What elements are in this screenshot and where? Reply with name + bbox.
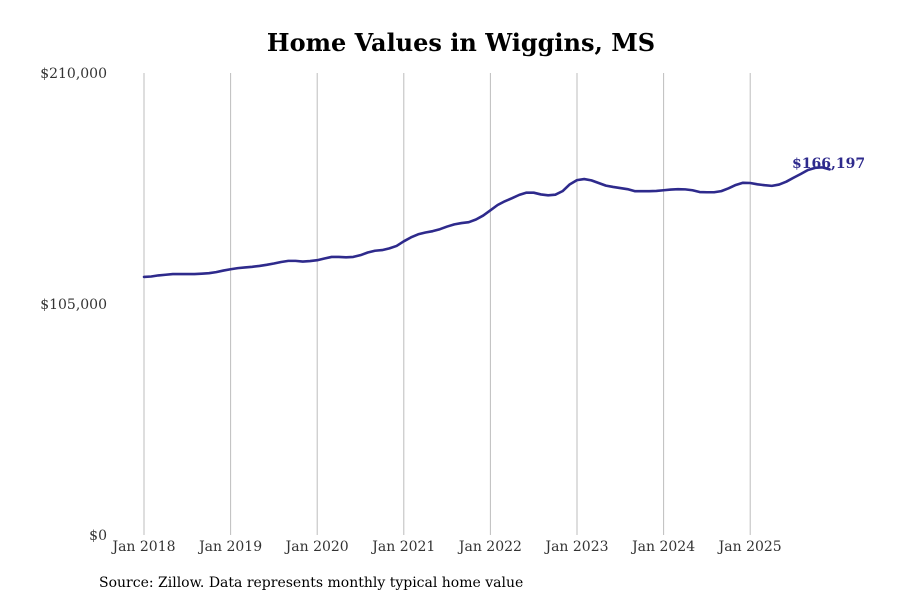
chart-title: Home Values in Wiggins, MS [267,28,655,57]
x-tick-label: Jan 2024 [630,539,695,555]
y-tick-label: $105,000 [40,297,107,313]
source-note: Source: Zillow. Data represents monthly … [99,575,523,591]
grid [143,73,751,535]
x-tick-label: Jan 2022 [457,539,522,555]
y-axis: $210,000 $105,000 $0 [40,66,107,544]
x-axis: Jan 2018 Jan 2019 Jan 2020 Jan 2021 Jan 2022… [110,539,781,555]
x-tick-label: Jan 2020 [284,539,349,555]
x-tick-label: Jan 2021 [370,539,435,555]
x-tick-label: Jan 2023 [543,539,608,555]
end-value-label: $166,197 [792,156,865,172]
x-tick-label: Jan 2018 [110,539,175,555]
x-tick-label: Jan 2025 [717,539,782,555]
y-tick-label: $0 [89,528,107,544]
series-line [142,166,831,279]
x-tick-label: Jan 2019 [197,539,262,555]
y-tick-label: $210,000 [40,66,107,82]
